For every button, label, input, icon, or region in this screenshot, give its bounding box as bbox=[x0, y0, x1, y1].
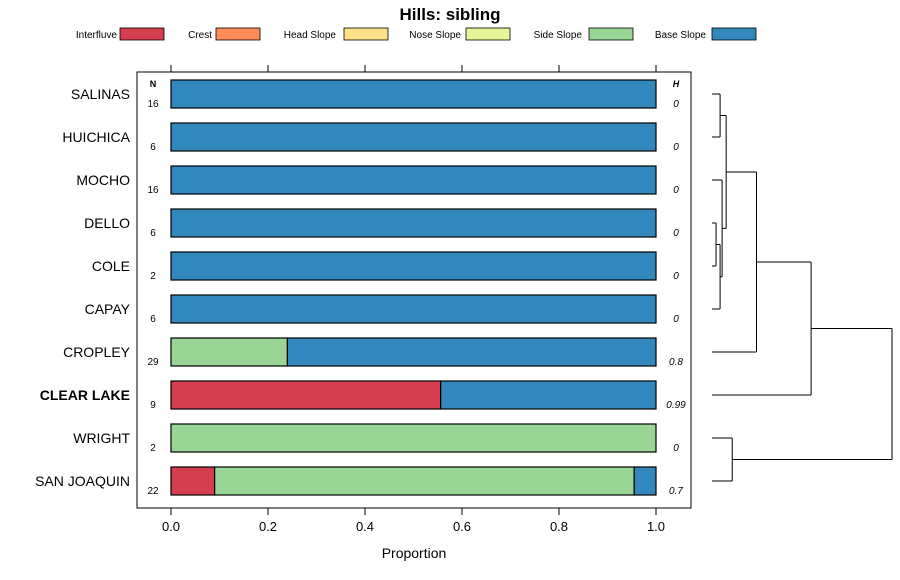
legend-swatch-head-slope bbox=[343, 27, 389, 41]
row-cropley: CROPLEY 29 0.8 bbox=[63, 337, 683, 368]
bar-segment-base-slope bbox=[440, 380, 657, 410]
x-tick-label: 0.6 bbox=[453, 519, 471, 534]
bar-segment-base-slope bbox=[170, 165, 657, 195]
row-cole: COLE 2 0 bbox=[92, 251, 679, 282]
h-value: 0 bbox=[673, 314, 679, 325]
h-value: 0 bbox=[673, 271, 679, 282]
x-tick-label: 1.0 bbox=[647, 519, 665, 534]
row-label: WRIGHT bbox=[73, 430, 130, 446]
legend: Interfluve Crest Head Slope Nose Slope Side … bbox=[76, 27, 757, 41]
x-axis-title: Proportion bbox=[382, 545, 447, 561]
row-dello: DELLO 6 0 bbox=[84, 208, 679, 239]
bar-segment-base-slope bbox=[170, 294, 657, 324]
h-value: 0 bbox=[673, 142, 679, 153]
x-axis: 0.0 0.2 0.4 0.6 0.8 1.0 bbox=[162, 65, 665, 534]
n-value: 29 bbox=[147, 357, 159, 368]
n-value: 6 bbox=[150, 314, 156, 325]
h-value: 0.8 bbox=[669, 357, 683, 368]
legend-label-nose-slope: Nose Slope bbox=[409, 30, 461, 41]
row-label: MOCHO bbox=[76, 172, 130, 188]
bar-segment-side-slope bbox=[170, 337, 289, 367]
bar-segment-base-slope bbox=[633, 466, 657, 496]
n-value: 16 bbox=[147, 185, 159, 196]
n-value: 6 bbox=[150, 142, 156, 153]
bar-segment-interfluve bbox=[170, 466, 216, 496]
x-tick-label: 0.8 bbox=[550, 519, 568, 534]
row-wright: WRIGHT 2 0 bbox=[73, 423, 679, 454]
row-clear-lake: CLEAR LAKE 9 0.99 bbox=[40, 380, 686, 411]
n-value: 6 bbox=[150, 228, 156, 239]
row-label: SAN JOAQUIN bbox=[35, 473, 130, 489]
bar-segment-base-slope bbox=[286, 337, 657, 367]
bar-rows: SALINAS 16 0 HUICHICA 6 0 MOCHO 16 0 DELLO 6 0 COLE 2… bbox=[35, 79, 686, 497]
row-label: CLEAR LAKE bbox=[40, 387, 130, 403]
x-tick-label: 0.0 bbox=[162, 519, 180, 534]
x-tick-label: 0.2 bbox=[259, 519, 277, 534]
legend-label-side-slope: Side Slope bbox=[534, 30, 583, 41]
h-value: 0 bbox=[673, 99, 679, 110]
legend-swatch-crest bbox=[215, 27, 261, 41]
bar-segment-side-slope bbox=[214, 466, 635, 496]
bar-segment-base-slope bbox=[170, 208, 657, 238]
row-label: CROPLEY bbox=[63, 344, 131, 360]
bar-segment-base-slope bbox=[170, 122, 657, 152]
legend-swatch-interfluve bbox=[119, 27, 165, 41]
bar-segment-base-slope bbox=[170, 251, 657, 281]
chart-title: Hills: sibling bbox=[399, 5, 500, 24]
row-label: DELLO bbox=[84, 215, 130, 231]
legend-label-base-slope: Base Slope bbox=[655, 30, 707, 41]
row-label: SALINAS bbox=[71, 86, 130, 102]
legend-swatch-side-slope bbox=[588, 27, 634, 41]
n-value: 9 bbox=[150, 400, 156, 411]
h-column-header: H bbox=[673, 79, 680, 89]
n-value: 16 bbox=[147, 99, 159, 110]
row-huichica: HUICHICA 6 0 bbox=[62, 122, 679, 153]
row-mocho: MOCHO 16 0 bbox=[76, 165, 679, 196]
n-value: 2 bbox=[150, 271, 156, 282]
row-capay: CAPAY 6 0 bbox=[85, 294, 679, 325]
x-tick-label: 0.4 bbox=[356, 519, 374, 534]
h-value: 0.7 bbox=[669, 486, 683, 497]
n-value: 22 bbox=[147, 486, 159, 497]
legend-swatch-base-slope bbox=[711, 27, 757, 41]
legend-swatch-nose-slope bbox=[465, 27, 511, 41]
h-value: 0 bbox=[673, 185, 679, 196]
dendrogram bbox=[712, 93, 893, 482]
h-value: 0 bbox=[673, 443, 679, 454]
legend-label-head-slope: Head Slope bbox=[284, 30, 337, 41]
row-label: CAPAY bbox=[85, 301, 131, 317]
plot-frame bbox=[136, 71, 692, 509]
h-value: 0 bbox=[673, 228, 679, 239]
bar-segment-side-slope bbox=[170, 423, 657, 453]
row-salinas: SALINAS 16 0 bbox=[71, 79, 679, 110]
row-label: COLE bbox=[92, 258, 130, 274]
n-value: 2 bbox=[150, 443, 156, 454]
n-column-header: N bbox=[150, 79, 157, 89]
bar-segment-base-slope bbox=[170, 79, 657, 109]
legend-label-interfluve: Interfluve bbox=[76, 30, 118, 41]
bar-segment-interfluve bbox=[170, 380, 442, 410]
row-san-joaquin: SAN JOAQUIN 22 0.7 bbox=[35, 466, 683, 497]
legend-label-crest: Crest bbox=[188, 30, 212, 41]
row-label: HUICHICA bbox=[62, 129, 130, 145]
h-value: 0.99 bbox=[666, 400, 686, 411]
